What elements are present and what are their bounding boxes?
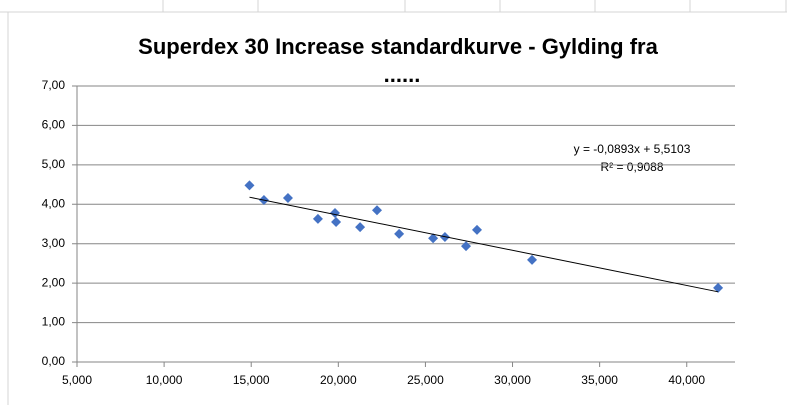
trendline-r-squared: R² = 0,9088	[600, 160, 663, 174]
x-tick-label: 35,000	[581, 373, 618, 387]
chart-title: Superdex 30 Increase standardkurve - Gyl…	[138, 34, 658, 59]
data-point	[428, 233, 439, 244]
y-tick-label: 3,00	[42, 236, 66, 250]
data-point	[312, 213, 323, 224]
trendline	[249, 196, 719, 293]
data-point	[713, 282, 724, 293]
y-tick-label: 5,00	[42, 157, 66, 171]
y-tick-label: 1,00	[42, 315, 66, 329]
y-tick-label: 6,00	[42, 118, 66, 132]
data-point	[331, 217, 342, 228]
x-tick-label: 20,000	[320, 373, 357, 387]
y-tick-label: 4,00	[42, 196, 66, 210]
x-tick-label: 30,000	[494, 373, 531, 387]
data-point	[330, 207, 341, 218]
x-tick-label: 10,000	[146, 373, 183, 387]
x-tick-label: 5,000	[62, 373, 92, 387]
x-tick-label: 40,000	[668, 373, 705, 387]
data-point	[282, 192, 293, 203]
data-point	[355, 222, 366, 233]
y-tick-label: 0,00	[42, 354, 66, 368]
data-point	[527, 254, 538, 265]
data-point	[371, 205, 382, 216]
y-tick-label: 7,00	[42, 78, 66, 92]
x-tick-label: 15,000	[233, 373, 270, 387]
y-tick-label: 2,00	[42, 275, 66, 289]
trendline-equation: y = -0,0893x + 5,5103	[574, 142, 691, 156]
data-point	[244, 180, 255, 191]
data-point	[461, 241, 472, 252]
data-point	[394, 228, 405, 239]
data-point	[471, 224, 482, 235]
chart-title: ......	[384, 62, 421, 87]
x-tick-label: 25,000	[407, 373, 444, 387]
